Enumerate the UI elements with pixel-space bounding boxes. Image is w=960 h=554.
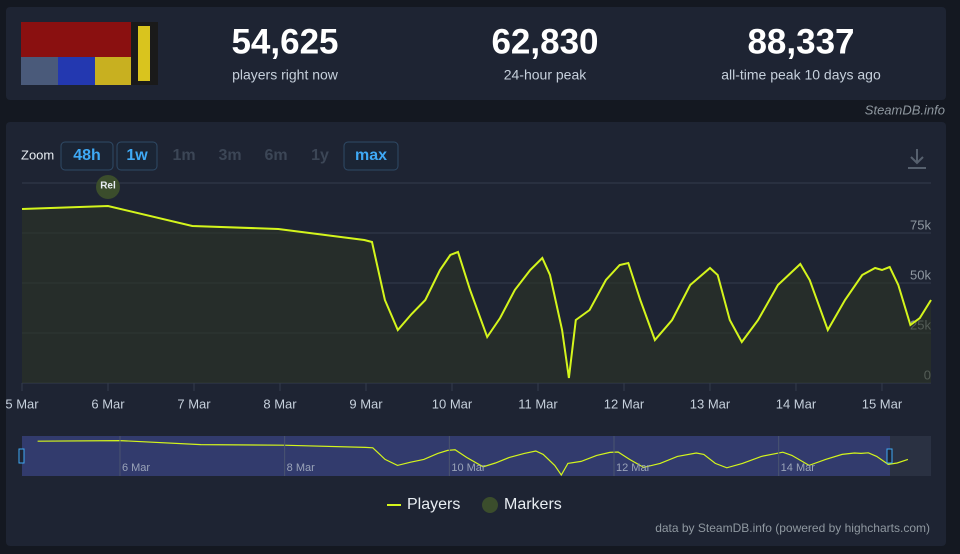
zoom-button-label[interactable]: 48h	[73, 147, 101, 164]
x-tick-label: 6 Mar	[91, 396, 125, 411]
x-tick-label: 7 Mar	[177, 396, 211, 411]
zoom-button-label: 1y	[311, 147, 329, 164]
stat-label: 24-hour peak	[504, 67, 588, 83]
zoom-button-label: 3m	[218, 147, 241, 164]
x-tick-label: 5 Mar	[5, 396, 39, 411]
legend-label[interactable]: Players	[407, 496, 460, 513]
stat-value: 54,625	[231, 22, 338, 61]
navigator-tick-label: 6 Mar	[122, 462, 150, 474]
navigator-tick-label: 10 Mar	[451, 462, 486, 474]
navigator-tick-label: 8 Mar	[287, 462, 315, 474]
source-label: SteamDB.info	[865, 102, 945, 117]
stat-value: 62,830	[491, 22, 598, 61]
download-icon[interactable]	[908, 149, 926, 169]
x-tick-label: 10 Mar	[432, 396, 473, 411]
x-tick-label: 13 Mar	[690, 396, 731, 411]
stat-value: 88,337	[747, 22, 854, 61]
zoom-button-label: 1m	[172, 147, 195, 164]
legend-marker	[482, 497, 498, 513]
stats-panel	[6, 7, 946, 100]
navigator-tick-label: 14 Mar	[781, 462, 816, 474]
legend-label[interactable]: Markers	[504, 496, 562, 513]
x-tick-label: 9 Mar	[349, 396, 383, 411]
zoom-button[interactable]	[116, 141, 158, 171]
stat-label: all-time peak 10 days ago	[721, 67, 881, 83]
x-tick-label: 15 Mar	[862, 396, 903, 411]
zoom-button[interactable]	[343, 141, 399, 171]
navigator-line	[37, 439, 909, 477]
zoom-label: Zoom	[21, 147, 54, 162]
zoom-button[interactable]	[60, 141, 114, 171]
zoom-button-label[interactable]: max	[355, 147, 387, 164]
credit: data by SteamDB.info (powered by highcha…	[655, 521, 930, 535]
stat-label: players right now	[232, 67, 339, 83]
marker-label: Rel	[100, 181, 116, 192]
game-logo	[21, 22, 158, 85]
x-tick-label: 14 Mar	[776, 396, 817, 411]
series-area	[22, 206, 931, 383]
navigator-handle[interactable]	[886, 448, 893, 464]
navigator-tick-label: 12 Mar	[616, 462, 651, 474]
marker	[95, 175, 120, 199]
x-tick-label: 11 Mar	[518, 396, 558, 411]
y-tick-label: 75k	[910, 217, 931, 232]
series-line	[21, 204, 932, 379]
y-tick-label: 50k	[910, 267, 931, 282]
zoom-button-label: 6m	[264, 147, 287, 164]
zoom-button-label[interactable]: 1w	[126, 147, 148, 164]
x-tick-label: 8 Mar	[263, 396, 297, 411]
navigator-handle[interactable]	[18, 448, 25, 464]
x-tick-label: 12 Mar	[604, 396, 645, 411]
